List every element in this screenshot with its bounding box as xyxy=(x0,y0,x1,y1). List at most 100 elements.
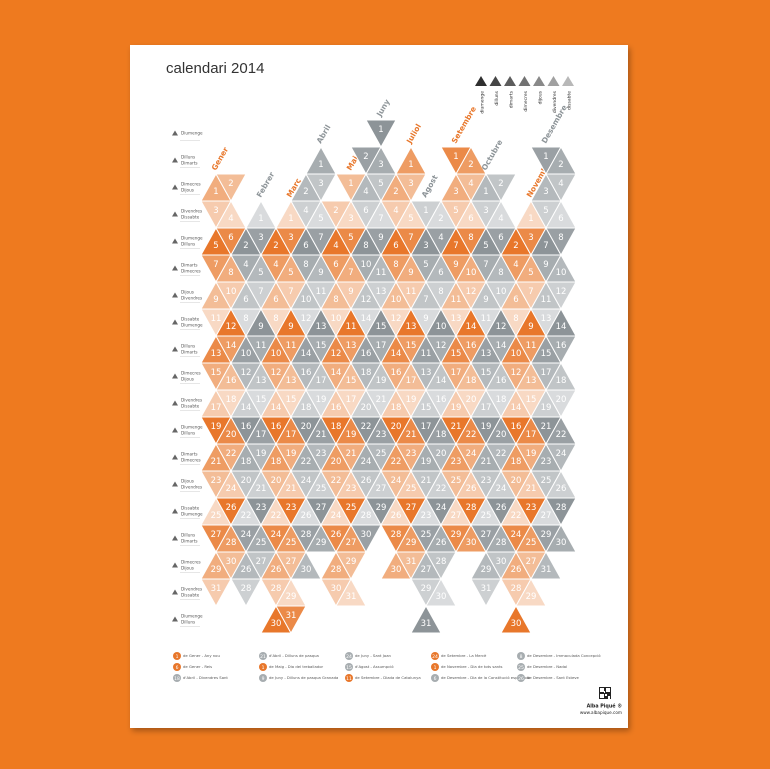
day-number: 12 xyxy=(301,314,312,324)
day-number: 7 xyxy=(453,241,458,251)
day-number: 19 xyxy=(526,449,537,459)
day-number: 7 xyxy=(213,260,218,270)
day-number: 29 xyxy=(316,538,327,548)
holiday-text: de Maig - Dia del treballador xyxy=(269,664,324,669)
day-number: 1 xyxy=(408,160,413,170)
weekday-row-label: Dimarts xyxy=(181,263,198,268)
day-number: 6 xyxy=(468,214,473,224)
day-number: 6 xyxy=(363,206,368,216)
day-number: 10 xyxy=(466,268,477,278)
day-number: 12 xyxy=(466,287,477,297)
day-number: 27 xyxy=(256,557,267,567)
day-number: 20 xyxy=(361,403,372,413)
day-number: 13 xyxy=(526,376,537,386)
day-number: 29 xyxy=(211,565,222,575)
day-number: 22 xyxy=(391,457,402,467)
day-number: 24 xyxy=(556,449,567,459)
day-number: 13 xyxy=(376,287,387,297)
day-cell xyxy=(545,281,577,311)
holiday-dot xyxy=(345,652,353,660)
day-number: 21 xyxy=(541,422,552,432)
day-number: 1 xyxy=(423,206,428,216)
day-number: 17 xyxy=(376,341,387,351)
day-number: 25 xyxy=(541,476,552,486)
day-number: 7 xyxy=(528,287,533,297)
day-number: 28 xyxy=(361,511,372,521)
day-number: 23 xyxy=(376,430,387,440)
day-number: 19 xyxy=(406,395,417,405)
holiday-dot xyxy=(259,652,267,660)
qr-cell xyxy=(600,688,604,692)
day-number: 26 xyxy=(271,565,282,575)
day-number: 12 xyxy=(391,314,402,324)
day-number: 8 xyxy=(498,268,503,278)
day-number: 7 xyxy=(318,233,323,243)
day-number: 3 xyxy=(213,206,218,216)
holiday-text: de Desembre - Immaculada Concepció xyxy=(527,653,601,658)
weekday-row-label: Dimecres xyxy=(181,458,201,463)
day-number: 28 xyxy=(241,584,252,594)
day-number: 6 xyxy=(333,260,338,270)
day-cell xyxy=(545,173,577,203)
day-number: 30 xyxy=(436,592,447,602)
day-number: 13 xyxy=(346,341,357,351)
day-number: 13 xyxy=(256,376,267,386)
day-number: 9 xyxy=(258,322,263,332)
weekday-row-label: Dimarts xyxy=(181,452,198,457)
day-number: 11 xyxy=(541,295,552,305)
day-number: 29 xyxy=(481,565,492,575)
day-number: 8 xyxy=(558,233,563,243)
day-number: 11 xyxy=(421,349,432,359)
weekday-row-label: Dissabte xyxy=(181,593,200,598)
weekday-legend-label: dissabte xyxy=(567,91,573,110)
day-cell xyxy=(395,173,427,203)
day-number: 19 xyxy=(286,449,297,459)
weekday-legend-label: dimecres xyxy=(523,90,529,111)
day-number: 14 xyxy=(391,349,402,359)
day-number: 7 xyxy=(258,287,263,297)
day-number: 28 xyxy=(556,503,567,513)
day-number: 5 xyxy=(408,214,413,224)
day-number: 10 xyxy=(361,260,372,270)
day-number: 18 xyxy=(271,457,282,467)
day-number: 5 xyxy=(423,260,428,270)
holiday-text: de Juny - Sant Joan xyxy=(355,653,392,658)
holiday-text: d'Abril - Divendres Sant xyxy=(183,675,228,680)
day-number: 31 xyxy=(421,619,432,629)
holiday-day: 18 xyxy=(174,676,180,682)
qr-cell xyxy=(608,696,610,699)
day-number: 18 xyxy=(466,376,477,386)
weekday-row-label: Dilluns xyxy=(181,344,195,349)
day-number: 26 xyxy=(511,565,522,575)
qr-cell xyxy=(604,691,605,693)
day-number: 5 xyxy=(318,214,323,224)
day-number: 10 xyxy=(436,322,447,332)
day-number: 11 xyxy=(376,268,387,278)
day-number: 3 xyxy=(528,233,533,243)
day-number: 25 xyxy=(211,511,222,521)
day-number: 3 xyxy=(348,214,353,224)
day-number: 11 xyxy=(481,314,492,324)
day-cell xyxy=(365,119,397,149)
day-number: 30 xyxy=(301,565,312,575)
day-number: 27 xyxy=(481,530,492,540)
holiday-dot xyxy=(173,674,181,682)
day-number: 6 xyxy=(438,268,443,278)
day-number: 20 xyxy=(241,476,252,486)
day-number: 19 xyxy=(256,449,267,459)
day-number: 31 xyxy=(286,611,297,621)
day-cell xyxy=(530,550,562,580)
day-number: 23 xyxy=(526,503,537,513)
day-number: 18 xyxy=(301,403,312,413)
day-number: 8 xyxy=(243,314,248,324)
weekday-row-label: Dilluns xyxy=(181,620,195,625)
weekday-row-label: Dilluns xyxy=(181,533,195,538)
day-number: 16 xyxy=(556,341,567,351)
day-number: 9 xyxy=(543,260,548,270)
holiday-day: 1 xyxy=(176,654,179,660)
day-number: 6 xyxy=(393,241,398,251)
weekday-row-icon xyxy=(172,481,178,487)
day-number: 17 xyxy=(421,422,432,432)
weekday-legend-label: dimarts xyxy=(509,90,515,108)
holiday-text: de Desembre - Dia de la Constitució espa… xyxy=(441,675,530,680)
